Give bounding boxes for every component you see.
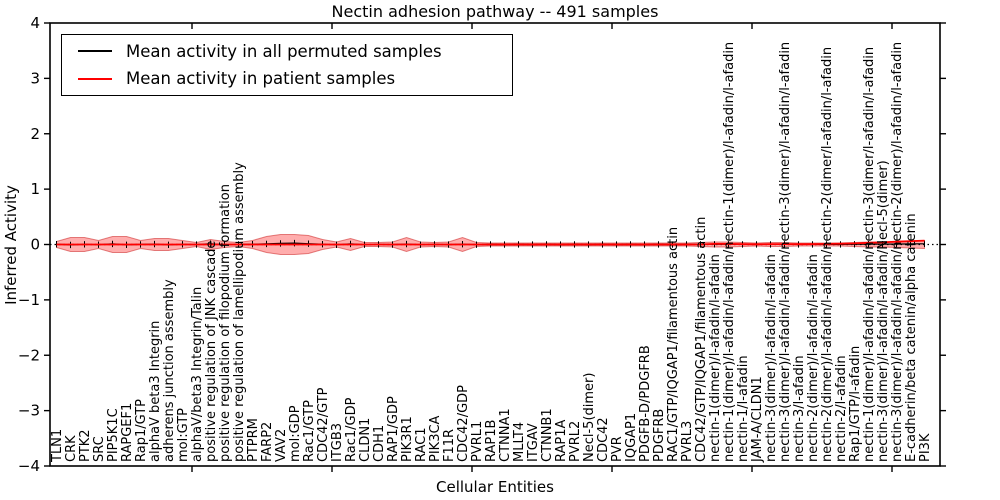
x-tick-label: RAP1/GDP — [386, 396, 401, 462]
x-tick-label: nectin-1(dimer)/l-afadin/l-afadin — [708, 254, 723, 462]
x-tick-label: RAP1A — [554, 419, 569, 462]
y-tick-label: −3 — [18, 402, 40, 420]
x-tick-label: nectin-1(dimer)/l-afadin/l-afadin/nectin… — [862, 47, 877, 462]
x-tick-label: Rac1/GDP — [344, 397, 359, 462]
y-tick-label: 1 — [30, 180, 40, 198]
x-tick-label: nectin-3(dimer)/l-afadin/l-afadin/Necl-5… — [876, 160, 891, 462]
legend-label-permuted: Mean activity in all permuted samples — [126, 41, 442, 61]
x-tick-label: RAPGEF1 — [120, 403, 135, 462]
x-axis-label: Cellular Entities — [436, 478, 554, 496]
x-tick-label: CTNNB1 — [540, 408, 555, 462]
y-tick-label: 3 — [30, 69, 40, 87]
x-tick-label: Rac1/GTP — [302, 400, 317, 462]
x-tick-label: PVRL1 — [470, 421, 485, 462]
x-tick-label: CTNNA1 — [498, 408, 513, 462]
x-tick-label: PTPRM — [246, 418, 261, 462]
x-tick-label: PVR — [610, 436, 625, 462]
x-tick-label: nectin-1(dimer)/l-afadin/l-afadin/nectin… — [722, 42, 737, 462]
x-tick-label: PIK3R1 — [400, 416, 415, 462]
x-tick-label: nectin-3/l-afadin — [792, 355, 807, 462]
x-tick-label: IQGAP1 — [624, 413, 639, 462]
x-tick-label: FARP2 — [260, 422, 275, 462]
x-tick-label: Rap1/GTP — [134, 399, 149, 462]
permuted-line-swatch — [78, 50, 112, 53]
x-tick-label: CLDN1 — [358, 418, 373, 462]
x-tick-label: PVRL3 — [680, 421, 695, 462]
patient-mean-line — [56, 239, 925, 246]
x-tick-label: SRC — [92, 436, 107, 462]
x-tick-label: CDC42/GDP — [456, 385, 471, 462]
x-tick-label: mol:GDP — [288, 405, 303, 462]
x-tick-label: RAC1/GTP/IQGAP1/filamentous actin — [666, 227, 681, 462]
x-tick-label: CDC42 — [596, 417, 611, 462]
x-tick-label: alphaV beta3 Integrin — [148, 321, 163, 462]
chart-title: Nectin adhesion pathway -- 491 samples — [331, 2, 659, 21]
x-tick-label: PIP5K1C — [106, 408, 121, 462]
x-tick-label: VAV2 — [274, 429, 289, 462]
x-tick-label: RAP1B — [484, 420, 499, 462]
x-tick-label: positive regulation of filopodium format… — [218, 184, 233, 462]
x-tick-label: adherens junction assembly — [162, 279, 177, 462]
x-tick-label: PIK3CA — [428, 415, 443, 462]
x-tick-label: CRK — [64, 435, 79, 462]
x-tick-label: nectin-3(dimer)/l-afadin/l-afadin — [764, 254, 779, 462]
x-tick-label: F11R — [442, 429, 457, 462]
x-tick-label: Rap1/GTP/l-afadin — [848, 346, 863, 462]
x-tick-label: MLLT4 — [512, 422, 527, 462]
x-tick-label: nectin-1/l-afadin — [736, 355, 751, 462]
x-tick-label: ITGB3 — [330, 423, 345, 462]
x-tick-label: mol:GTP — [176, 408, 191, 462]
x-tick-label: CDC42/GTP/IQGAP1/filamentous actin — [694, 217, 709, 462]
x-tick-label: alphaV/beta3 Integrin/Talin — [190, 287, 205, 462]
x-tick-label: E-cadherin/beta catenin/alpha catenin — [904, 213, 919, 462]
x-tick-label: JAM-A/CLDN1 — [750, 376, 765, 463]
x-tick-label: RAC1 — [414, 427, 429, 462]
y-tick-label: −4 — [18, 457, 40, 475]
x-tick-label: CDH1 — [372, 425, 387, 462]
x-tick-label: PI3K — [918, 433, 933, 462]
x-tick-label: nectin-2(dimer)/l-afadin/l-afadin/nectin… — [820, 47, 835, 462]
y-tick-label: 2 — [30, 125, 40, 143]
x-tick-label: positive regulation of JNK cascade — [204, 241, 219, 462]
y-tick-label: 4 — [30, 14, 40, 32]
y-tick-label: −1 — [18, 291, 40, 309]
y-tick-label: −2 — [18, 346, 40, 364]
y-tick-label: 0 — [30, 236, 40, 254]
legend-label-patient: Mean activity in patient samples — [126, 69, 396, 89]
x-tick-label: positive regulation of lamellipodium ass… — [232, 162, 247, 462]
x-tick-label: nectin-2/l-afadin — [834, 355, 849, 462]
legend-item-permuted: Mean activity in all permuted samples — [70, 38, 504, 64]
x-tick-label: nectin-2(dimer)/l-afadin/l-afadin — [806, 254, 821, 462]
x-tick-label: nectin-3(dimer)/l-afadin/l-afadin/nectin… — [890, 42, 905, 462]
x-tick-label: PDGFRB — [652, 409, 667, 462]
x-tick-label: TLN1 — [50, 429, 65, 463]
x-tick-label: nectin-3(dimer)/l-afadin/l-afadin/nectin… — [778, 42, 793, 462]
x-tick-label: PTK2 — [78, 429, 93, 462]
x-tick-label: PDGFB-D/PDGFRB — [638, 345, 653, 462]
x-tick-label: PVRL2 — [568, 421, 583, 462]
x-tick-label: ITGAV — [526, 423, 541, 462]
patient-line-swatch — [78, 77, 112, 80]
x-tick-label: CDC42/GTP — [316, 387, 331, 462]
x-tick-label: Necl-5(dimer) — [582, 373, 597, 462]
legend-item-patient: Mean activity in patient samples — [70, 66, 504, 92]
legend-box: Mean activity in all permuted samples Me… — [61, 34, 513, 96]
